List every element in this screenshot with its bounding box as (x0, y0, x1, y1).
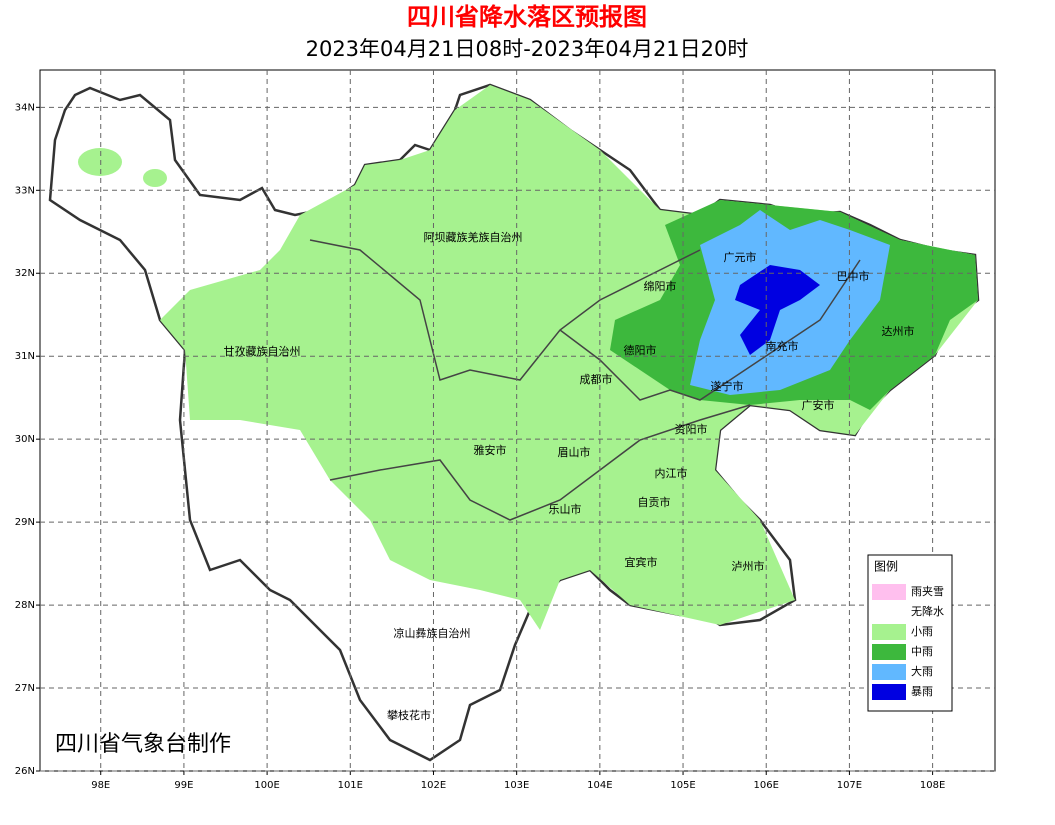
y-tick-label: 28N (15, 600, 35, 611)
legend-swatch (872, 584, 906, 600)
region-label: 甘孜藏族自治州 (224, 344, 301, 358)
legend-label: 小雨 (911, 625, 933, 638)
rainstorm-area (735, 265, 820, 355)
region-label: 内江市 (655, 466, 688, 480)
region-label: 资阳市 (675, 422, 708, 436)
light-rain-area (78, 148, 122, 176)
region-label: 宜宾市 (625, 555, 658, 569)
light-rain-area (143, 169, 167, 187)
x-tick-label: 106E (754, 780, 779, 791)
x-tick-label: 98E (91, 780, 110, 791)
region-boundary (309, 239, 701, 381)
region-label: 绵阳市 (644, 279, 677, 293)
region-label: 乐山市 (549, 502, 582, 516)
region-label: 遂宁市 (711, 379, 744, 393)
region-label: 雅安市 (474, 443, 507, 457)
y-tick-label: 31N (15, 351, 35, 362)
region-label: 广安市 (802, 398, 835, 412)
region-label: 德阳市 (624, 343, 657, 357)
region-label: 广元市 (724, 250, 757, 264)
legend-label: 中雨 (911, 645, 933, 658)
legend-label: 无降水 (911, 604, 944, 618)
x-tick-label: 104E (587, 780, 612, 791)
map-title: 四川省降水落区预报图 (407, 3, 647, 31)
y-tick-label: 30N (15, 434, 35, 445)
region-label: 南充市 (766, 339, 799, 353)
x-tick-label: 103E (504, 780, 529, 791)
x-tick-label: 107E (837, 780, 862, 791)
region-label: 攀枝花市 (387, 708, 431, 722)
legend-label: 雨夹雪 (911, 585, 944, 598)
legend-swatch (872, 624, 906, 640)
x-tick-label: 99E (174, 780, 193, 791)
map-subtitle: 2023年04月21日08时-2023年04月21日20时 (306, 37, 749, 61)
legend-swatch (872, 684, 906, 700)
region-label: 凉山彝族自治州 (394, 626, 471, 640)
legend-swatch (872, 644, 906, 660)
region-label: 达州市 (882, 324, 915, 338)
y-tick-label: 32N (15, 268, 35, 279)
legend-title: 图例 (874, 560, 898, 574)
x-tick-label: 102E (421, 780, 446, 791)
region-label: 成都市 (580, 372, 613, 386)
region-boundary (559, 259, 861, 401)
province-map (48, 83, 980, 762)
x-tick-label: 100E (254, 780, 279, 791)
y-tick-label: 33N (15, 185, 35, 196)
region-boundary (329, 404, 751, 521)
x-tick-label: 101E (338, 780, 363, 791)
credit: 四川省气象台制作 (55, 732, 231, 757)
legend-label: 暴雨 (911, 685, 933, 698)
region-label: 眉山市 (558, 445, 591, 459)
legend-swatch (872, 604, 906, 620)
region-label: 自贡市 (638, 495, 671, 509)
y-tick-label: 29N (15, 517, 35, 528)
y-tick-label: 26N (15, 766, 35, 777)
region-label: 阿坝藏族羌族自治州 (424, 230, 523, 244)
legend-label: 大雨 (911, 664, 933, 678)
region-label: 泸州市 (732, 559, 765, 573)
x-tick-label: 105E (670, 780, 695, 791)
y-tick-label: 34N (15, 102, 35, 113)
region-label: 巴中市 (837, 269, 870, 283)
x-tick-label: 108E (920, 780, 945, 791)
legend-swatch (872, 664, 906, 680)
y-tick-label: 27N (15, 683, 35, 694)
